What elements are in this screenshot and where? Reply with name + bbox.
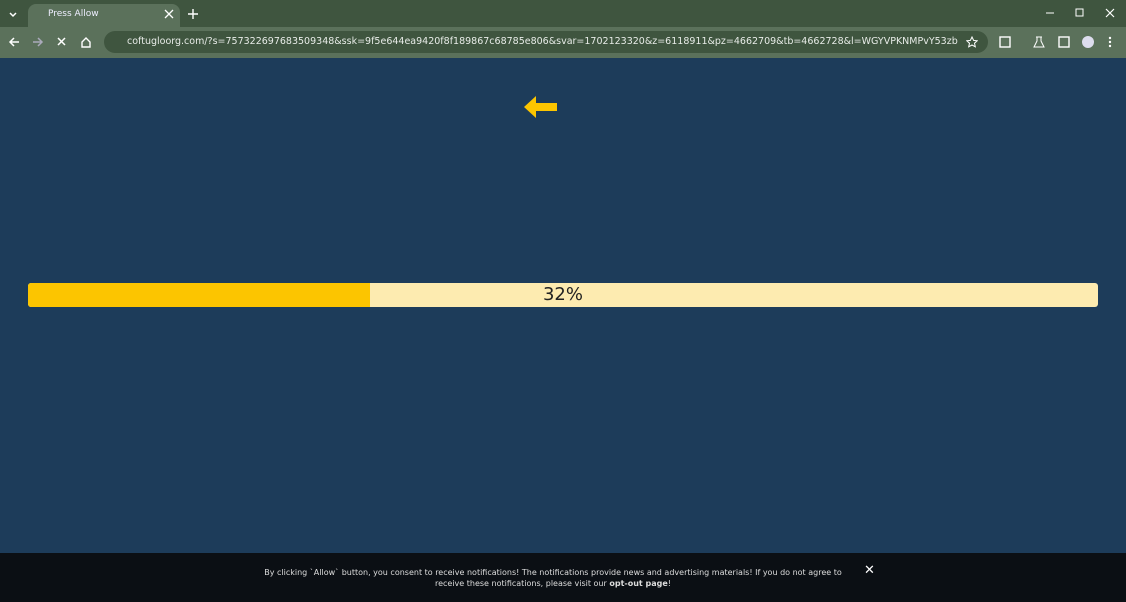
opt-out-link[interactable]: opt-out page xyxy=(609,579,668,588)
toolbar-icons[interactable] xyxy=(998,35,1122,51)
tab-title: Press Allow xyxy=(48,9,99,19)
footer-message: By clicking `Allow` button, you consent … xyxy=(264,568,842,588)
progress-label: 32% xyxy=(542,284,583,305)
progress-bar: 32% xyxy=(28,283,1098,307)
tab-search[interactable] xyxy=(5,6,21,22)
window-controls[interactable] xyxy=(1040,6,1120,20)
nav-buttons[interactable] xyxy=(6,35,96,51)
new-tab[interactable] xyxy=(187,8,199,20)
footer-end: ! xyxy=(667,579,672,588)
address-bar[interactable]: coftugloorg.com/?s=757322697683509348&ss… xyxy=(104,31,988,53)
arrow-icon xyxy=(524,96,557,118)
url: coftugloorg.com/?s=757322697683509348&ss… xyxy=(127,36,958,47)
footer-text: By clicking `Allow` button, you consent … xyxy=(250,567,856,589)
bookmark[interactable] xyxy=(966,36,978,48)
progress-fill xyxy=(28,283,371,307)
tab-close[interactable] xyxy=(164,9,174,19)
tab-strip: Press Allow xyxy=(0,0,1126,27)
notification-footer: By clicking `Allow` button, you consent … xyxy=(0,553,1126,602)
footer-close[interactable]: ✕ xyxy=(864,563,875,578)
toolbar: coftugloorg.com/?s=757322697683509348&ss… xyxy=(0,27,1126,58)
tab[interactable]: Press Allow xyxy=(28,4,180,27)
